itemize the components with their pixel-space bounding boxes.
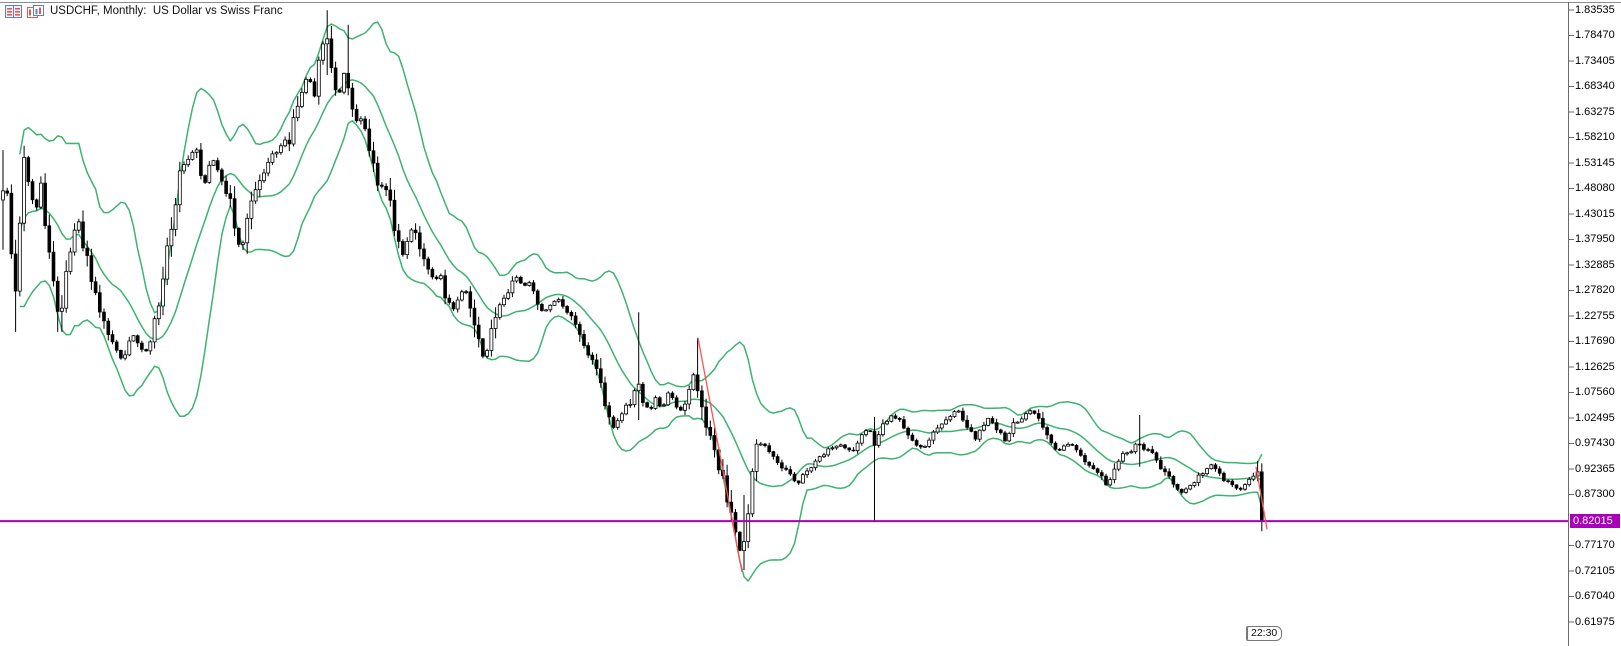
price-tick-label: 0.97430 [1575,437,1615,449]
bar-time-label: 22:30 [1246,626,1283,641]
price-tick-label: 1.48080 [1575,182,1615,194]
candles [1,10,1264,570]
price-tick-label: 1.02495 [1575,412,1615,424]
trendlines[interactable] [697,337,1268,573]
price-tick-label: 1.07560 [1575,386,1615,398]
price-tick-label: 1.53145 [1575,157,1615,169]
bollinger-bands [19,21,1263,582]
bb-upper-band [19,21,1263,465]
chart-title-bar: USDCHF, Monthly: US Dollar vs Swiss Fran… [5,4,283,18]
price-tick-label: 1.73405 [1575,55,1615,67]
bb-lower-band [19,120,1263,582]
price-tick-label: 1.22755 [1575,310,1615,322]
price-tick-label: 0.92365 [1575,463,1615,475]
price-tick-label: 0.61975 [1575,616,1615,628]
chart-title: USDCHF, Monthly: US Dollar vs Swiss Fran… [50,5,283,17]
price-tick-label: 1.58210 [1575,131,1615,143]
price-tick-label: 1.63275 [1575,106,1615,118]
chart-list-icon[interactable] [5,4,22,18]
current-price-label: 0.82015 [1570,514,1620,528]
price-tick-label: 0.72105 [1575,565,1615,577]
price-tick-label: 1.68340 [1575,80,1615,92]
price-tick-label: 1.27820 [1575,284,1615,296]
price-tick-label: 1.78470 [1575,29,1615,41]
trendline-2[interactable] [1255,466,1268,530]
price-tick-label: 1.32885 [1575,259,1615,271]
trendline-1[interactable] [697,337,743,573]
price-tick-label: 0.77170 [1575,539,1615,551]
bb-middle-band [19,79,1263,488]
price-tick-label: 1.12625 [1575,361,1615,373]
price-tick-label: 1.83535 [1575,4,1615,16]
price-tick-label: 1.37950 [1575,233,1615,245]
price-tick-label: 1.43015 [1575,208,1615,220]
price-tick-label: 0.87300 [1575,488,1615,500]
new-chart-icon[interactable] [27,4,45,18]
price-tick-label: 0.67040 [1575,590,1615,602]
price-tick-label: 1.17690 [1575,335,1615,347]
candle-wicks [2,10,1263,570]
bull-candle-bodies [1,38,1260,551]
bear-candle-bodies [5,38,1264,551]
price-axis-line[interactable] [1568,2,1575,646]
